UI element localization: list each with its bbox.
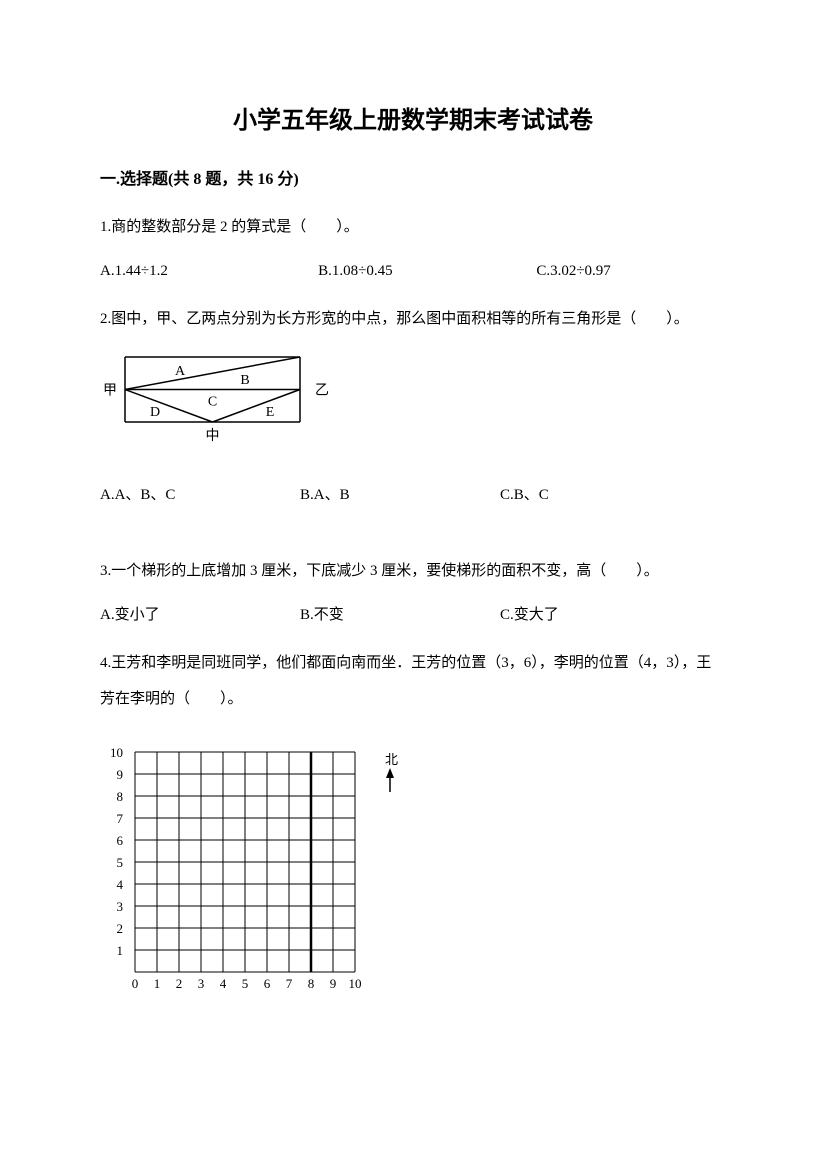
svg-text:D: D: [150, 405, 160, 420]
svg-text:8: 8: [117, 789, 124, 804]
svg-text:2: 2: [176, 976, 183, 991]
svg-text:5: 5: [242, 976, 249, 991]
section-1-header: 一.选择题(共 8 题，共 16 分): [100, 165, 726, 189]
svg-text:6: 6: [117, 833, 124, 848]
q4-grid: 12345678910012345678910北: [100, 737, 726, 997]
q3-option-b: B.不变: [300, 597, 500, 633]
svg-text:C: C: [208, 395, 217, 410]
svg-text:2: 2: [117, 921, 124, 936]
q2-option-a: A.A、B、C: [100, 477, 300, 513]
paper-title: 小学五年级上册数学期末考试试卷: [100, 100, 726, 135]
svg-text:6: 6: [264, 976, 271, 991]
question-3-options: A.变小了 B.不变 C.变大了: [100, 597, 726, 633]
svg-text:A: A: [175, 364, 186, 379]
svg-text:甲: 甲: [103, 384, 117, 399]
svg-text:5: 5: [117, 855, 124, 870]
svg-text:中: 中: [206, 428, 220, 444]
svg-text:10: 10: [349, 976, 362, 991]
question-4-text: 4.王芳和李明是同班同学，他们都面向南而坐．王芳的位置（3，6），李明的位置（4…: [100, 645, 726, 717]
q2-option-c: C.B、C: [500, 477, 700, 513]
svg-text:9: 9: [330, 976, 337, 991]
svg-text:E: E: [266, 405, 275, 420]
question-3-text: 3.一个梯形的上底增加 3 厘米，下底减少 3 厘米，要使梯形的面积不变，高（ …: [100, 553, 726, 589]
svg-text:4: 4: [117, 877, 124, 892]
q3-option-c: C.变大了: [500, 597, 700, 633]
svg-text:3: 3: [198, 976, 205, 991]
svg-text:北: 北: [385, 752, 398, 767]
question-2-options: A.A、B、C B.A、B C.B、C: [100, 477, 726, 513]
q1-option-b: B.1.08÷0.45: [318, 253, 536, 289]
question-2-text: 2.图中，甲、乙两点分别为长方形宽的中点，那么图中面积相等的所有三角形是（ ）。: [100, 301, 726, 337]
svg-text:B: B: [240, 373, 249, 388]
svg-text:1: 1: [117, 943, 124, 958]
svg-text:1: 1: [154, 976, 161, 991]
svg-text:10: 10: [110, 745, 123, 760]
svg-text:4: 4: [220, 976, 227, 991]
svg-text:0: 0: [132, 976, 139, 991]
svg-text:7: 7: [117, 811, 124, 826]
svg-text:乙: 乙: [315, 383, 329, 399]
svg-text:3: 3: [117, 899, 124, 914]
q3-option-a: A.变小了: [100, 597, 300, 633]
svg-text:8: 8: [308, 976, 315, 991]
question-1-text: 1.商的整数部分是 2 的算式是（ ）。: [100, 209, 726, 245]
svg-text:9: 9: [117, 767, 124, 782]
q1-option-c: C.3.02÷0.97: [536, 253, 726, 289]
q2-diagram: 甲 乙中 A B C D E: [100, 352, 726, 452]
q1-option-a: A.1.44÷1.2: [100, 253, 318, 289]
svg-text:7: 7: [286, 976, 293, 991]
q2-option-b: B.A、B: [300, 477, 500, 513]
question-1-options: A.1.44÷1.2 B.1.08÷0.45 C.3.02÷0.97: [100, 253, 726, 289]
